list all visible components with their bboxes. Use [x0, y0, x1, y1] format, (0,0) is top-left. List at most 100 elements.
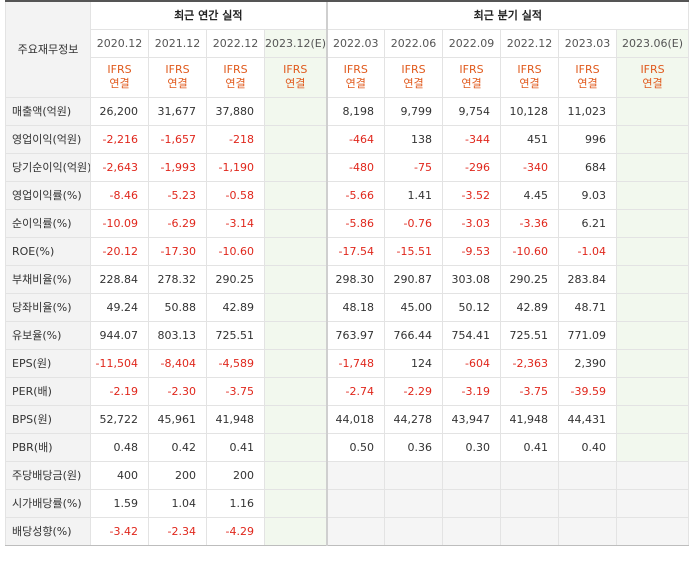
- corner-label: 주요재무정보: [5, 0, 91, 98]
- value-cell: -2.74: [325, 376, 386, 406]
- value-cell: 0.41: [500, 432, 560, 462]
- basis-header: IFRS 연결: [148, 56, 207, 98]
- row-label: 유보율(%): [5, 320, 91, 350]
- value-cell: [384, 488, 444, 518]
- value-cell: 1.16: [206, 488, 265, 518]
- value-cell: -5.86: [325, 208, 386, 238]
- value-cell: [616, 264, 690, 294]
- table-row: 영업이익(억원) -2,216 -1,657 -218 -464 138 -344 451 99…: [5, 124, 690, 154]
- value-cell: 48.71: [558, 292, 618, 322]
- value-cell: -480: [325, 152, 386, 182]
- table-row: 당좌비율(%) 49.24 50.88 42.89 48.18 45.00 50.12 42.…: [5, 292, 690, 322]
- value-cell: [616, 404, 690, 434]
- row-label: PBR(배): [5, 432, 91, 462]
- value-cell: 44,018: [325, 404, 386, 434]
- value-cell: [263, 236, 328, 266]
- value-cell: -17.54: [325, 236, 386, 266]
- value-cell: [616, 432, 690, 462]
- basis-consolidation: 연결: [461, 77, 482, 90]
- value-cell: -1,657: [148, 124, 207, 154]
- basis-consolidation: 연결: [577, 77, 598, 90]
- table-header: 주요재무정보 최근 연간 실적 최근 분기 실적 2020.12 2021.12…: [5, 0, 690, 98]
- value-cell: -9.53: [442, 236, 502, 266]
- value-cell: [263, 208, 328, 238]
- value-cell: -3.52: [442, 180, 502, 210]
- basis-standard: IFRS: [223, 63, 248, 76]
- quarterly-group-header: 최근 분기 실적: [325, 0, 690, 30]
- value-cell: 50.88: [148, 292, 207, 322]
- basis-header: IFRS 연결: [90, 56, 149, 98]
- basis-consolidation: 연결: [109, 77, 130, 90]
- value-cell: 451: [500, 124, 560, 154]
- value-cell: -340: [500, 152, 560, 182]
- value-cell: [325, 516, 386, 546]
- basis-header: IFRS 연결: [206, 56, 265, 98]
- value-cell: -4,589: [206, 348, 265, 378]
- value-cell: -10.60: [206, 236, 265, 266]
- value-cell: 996: [558, 124, 618, 154]
- table-row: 순이익률(%) -10.09 -6.29 -3.14 -5.86 -0.76 -3.03 -3…: [5, 208, 690, 238]
- value-cell: 200: [148, 460, 207, 490]
- row-label: 배당성향(%): [5, 516, 91, 546]
- value-cell: -3.03: [442, 208, 502, 238]
- value-cell: 45,961: [148, 404, 207, 434]
- value-cell: -20.12: [90, 236, 149, 266]
- value-cell: [384, 460, 444, 490]
- basis-standard: IFRS: [401, 63, 426, 76]
- value-cell: -11,504: [90, 348, 149, 378]
- row-label: 시가배당률(%): [5, 488, 91, 518]
- value-cell: 1.04: [148, 488, 207, 518]
- row-label: BPS(원): [5, 404, 91, 434]
- value-cell: [616, 152, 690, 182]
- value-cell: 4.45: [500, 180, 560, 210]
- value-cell: [325, 488, 386, 518]
- table-row: 배당성향(%) -3.42 -2.34 -4.29: [5, 516, 690, 546]
- value-cell: -2.34: [148, 516, 207, 546]
- value-cell: [616, 236, 690, 266]
- value-cell: -4.29: [206, 516, 265, 546]
- value-cell: [263, 320, 328, 350]
- value-cell: 49.24: [90, 292, 149, 322]
- value-cell: 400: [90, 460, 149, 490]
- basis-standard: IFRS: [165, 63, 190, 76]
- value-cell: 44,431: [558, 404, 618, 434]
- value-cell: 124: [384, 348, 444, 378]
- period-header: 2021.12: [148, 28, 207, 58]
- row-label: 영업이익률(%): [5, 180, 91, 210]
- value-cell: 41,948: [206, 404, 265, 434]
- basis-standard: IFRS: [343, 63, 368, 76]
- basis-standard: IFRS: [575, 63, 600, 76]
- value-cell: 48.18: [325, 292, 386, 322]
- value-cell: 43,947: [442, 404, 502, 434]
- basis-consolidation: 연결: [167, 77, 188, 90]
- value-cell: [263, 376, 328, 406]
- value-cell: -344: [442, 124, 502, 154]
- basis-header: IFRS 연결: [442, 56, 502, 98]
- basis-header: IFRS 연결: [558, 56, 618, 98]
- period-header: 2022.09: [442, 28, 502, 58]
- row-label: 순이익률(%): [5, 208, 91, 238]
- row-label: PER(배): [5, 376, 91, 406]
- value-cell: [263, 460, 328, 490]
- value-cell: 200: [206, 460, 265, 490]
- value-cell: 763.97: [325, 320, 386, 350]
- value-cell: 725.51: [206, 320, 265, 350]
- value-cell: 11,023: [558, 96, 618, 126]
- value-cell: -218: [206, 124, 265, 154]
- row-label: EPS(원): [5, 348, 91, 378]
- basis-consolidation: 연결: [519, 77, 540, 90]
- value-cell: 944.07: [90, 320, 149, 350]
- value-cell: -15.51: [384, 236, 444, 266]
- table-row: PBR(배) 0.48 0.42 0.41 0.50 0.36 0.30 0.41 0.40: [5, 432, 690, 462]
- value-cell: 138: [384, 124, 444, 154]
- value-cell: 725.51: [500, 320, 560, 350]
- value-cell: 9,754: [442, 96, 502, 126]
- value-cell: -8,404: [148, 348, 207, 378]
- value-cell: [616, 376, 690, 406]
- table-row: 부채비율(%) 228.84 278.32 290.25 298.30 290.87 303…: [5, 264, 690, 294]
- value-cell: 9,799: [384, 96, 444, 126]
- table-row: 시가배당률(%) 1.59 1.04 1.16: [5, 488, 690, 518]
- value-cell: [442, 516, 502, 546]
- value-cell: [263, 180, 328, 210]
- value-cell: -604: [442, 348, 502, 378]
